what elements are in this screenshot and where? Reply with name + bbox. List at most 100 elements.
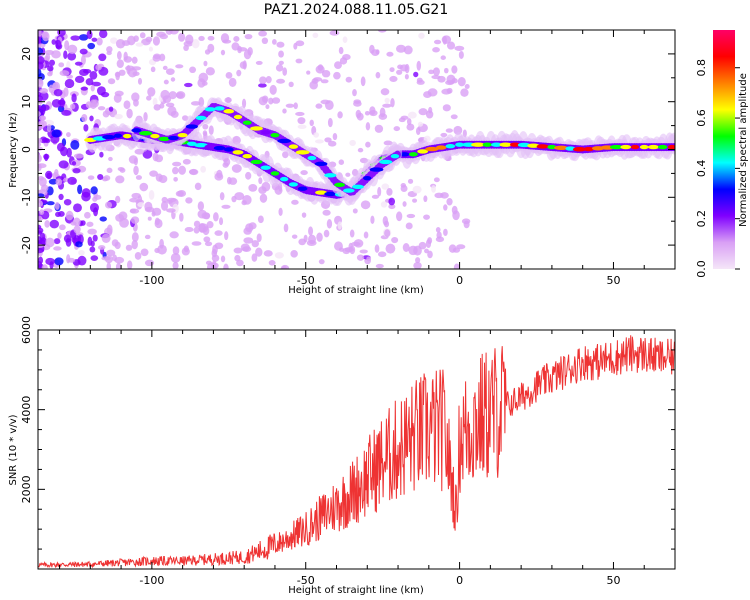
spectrogram-noise-blob [450, 114, 458, 120]
spectrogram-noise-blob [83, 124, 89, 132]
spectrogram-ridge-peak [250, 159, 263, 165]
spectrogram-noise-blob [173, 176, 178, 182]
spectrogram-noise-blob [241, 200, 247, 206]
spectrogram-noise-blob [458, 50, 464, 59]
spectrogram-noise-blob [291, 199, 299, 205]
spectrogram-noise-blob [293, 102, 298, 110]
spectrogram-noise-blob [276, 41, 285, 48]
spectrogram-noise-blob [96, 86, 106, 96]
spectrogram-noise-blob [126, 260, 133, 269]
spectrogram-noise-blob [220, 255, 226, 263]
spectrogram-noise-blob [440, 55, 446, 60]
spectrogram-noise-blob [278, 60, 284, 65]
spectrogram-noise-blob [441, 88, 452, 95]
spectrogram-noise-blob [77, 184, 83, 195]
spectrogram-noise-blob [87, 42, 96, 50]
spectrogram-noise-blob [108, 156, 113, 162]
spectrogram-noise-blob [428, 106, 433, 114]
spectrogram-ridge-peak [547, 144, 557, 150]
spectrogram-noise-blob [415, 257, 421, 264]
spectrogram-noise-blob [244, 33, 253, 40]
colorbar-tick-label: 0.0 [695, 260, 708, 278]
spectrogram-ridge-peak [297, 186, 308, 191]
spectrogram-x-tick-label: -100 [139, 274, 164, 287]
spectrogram-noise-blob [359, 249, 368, 254]
spectrogram-noise-blob [80, 55, 86, 66]
spectrogram-noise-blob [63, 87, 69, 97]
spectrogram-noise-blob [169, 231, 179, 239]
spectrogram-noise-blob [38, 78, 44, 88]
spectrogram-noise-blob [214, 230, 223, 236]
spectrogram-noise-blob [185, 197, 193, 204]
spectrogram-noise-blob [38, 224, 42, 230]
spectrogram-noise-blob [89, 115, 94, 122]
spectrogram-ridge-peak [168, 135, 179, 141]
spectrogram-noise-blob [297, 117, 306, 125]
spectrogram-noise-blob [129, 197, 139, 203]
spectrogram-noise-blob [54, 202, 60, 210]
spectrogram-noise-blob [54, 257, 64, 266]
spectrogram-noise-blob [106, 167, 113, 174]
spectrogram-noise-blob [81, 113, 88, 122]
spectrogram-ridge-peak [123, 133, 132, 139]
spectrogram-noise-blob [137, 202, 145, 208]
spectrogram-noise-blob [205, 67, 215, 76]
spectrogram-noise-blob [86, 30, 93, 40]
spectrogram-noise-blob [221, 204, 231, 209]
spectrogram-noise-blob [114, 113, 123, 120]
spectrogram-noise-blob [90, 255, 99, 262]
spectrogram-noise-blob [188, 169, 198, 175]
spectrogram-noise-blob [114, 256, 125, 264]
spectrogram-noise-blob [398, 117, 406, 123]
spectrogram-noise-blob [320, 79, 329, 84]
spectrogram-noise-blob [79, 48, 88, 55]
spectrogram-noise-blob [301, 212, 307, 218]
spectrogram-noise-blob [147, 87, 156, 97]
spectrogram-noise-blob [380, 88, 390, 96]
spectrogram-noise-blob [457, 76, 466, 87]
snr-x-tick-label: -50 [297, 574, 315, 587]
spectrogram-noise-blob [374, 124, 384, 133]
spectrogram-noise-blob [241, 98, 247, 109]
spectrogram-noise-blob [390, 98, 395, 108]
spectrogram-noise-blob [47, 65, 54, 72]
spectrogram-noise-blob [131, 232, 139, 242]
spectrogram-noise-blob [425, 239, 432, 248]
spectrogram-noise-blob [54, 169, 59, 177]
spectrogram-noise-blob [446, 41, 456, 50]
spectrogram-noise-blob [366, 256, 372, 262]
spectrogram-noise-blob [82, 69, 92, 74]
spectrogram-ridge-peak [288, 182, 299, 187]
spectrogram-noise-blob [377, 30, 387, 33]
spectrogram-noise-blob [182, 158, 191, 165]
spectrogram-ridge-peak [186, 141, 197, 146]
spectrogram-noise-blob [97, 245, 106, 250]
spectrogram-noise-blob [282, 151, 289, 159]
spectrogram-noise-blob [393, 126, 401, 132]
spectrogram-ridge-peak [150, 133, 160, 139]
spectrogram-ridge-peak [280, 176, 289, 182]
spectrogram-ridge-peak [334, 182, 346, 188]
spectrogram-noise-blob [375, 263, 384, 269]
spectrogram-noise-blob [389, 67, 395, 73]
spectrogram-noise-blob [406, 118, 412, 126]
spectrogram-noise-blob [80, 86, 89, 91]
spectrogram-noise-blob [309, 80, 318, 90]
spectrogram-blobs [38, 30, 675, 269]
spectrogram-noise-blob [291, 234, 298, 239]
spectrogram-noise-blob [236, 259, 244, 267]
spectrogram-noise-blob [248, 222, 257, 230]
spectrogram-noise-blob [404, 63, 410, 74]
spectrogram-ridge-peak [295, 150, 310, 155]
spectrogram-noise-blob [402, 201, 407, 207]
spectrogram-noise-blob [383, 140, 393, 146]
spectrogram-noise-blob [42, 31, 50, 42]
spectrogram-ridge-peak [214, 106, 225, 111]
snr-x-tick-label: 0 [456, 574, 463, 587]
spectrogram-noise-blob [46, 124, 52, 133]
spectrogram-noise-blob [293, 42, 298, 50]
spectrogram-noise-blob [234, 192, 245, 201]
spectrogram-noise-blob [53, 238, 61, 245]
